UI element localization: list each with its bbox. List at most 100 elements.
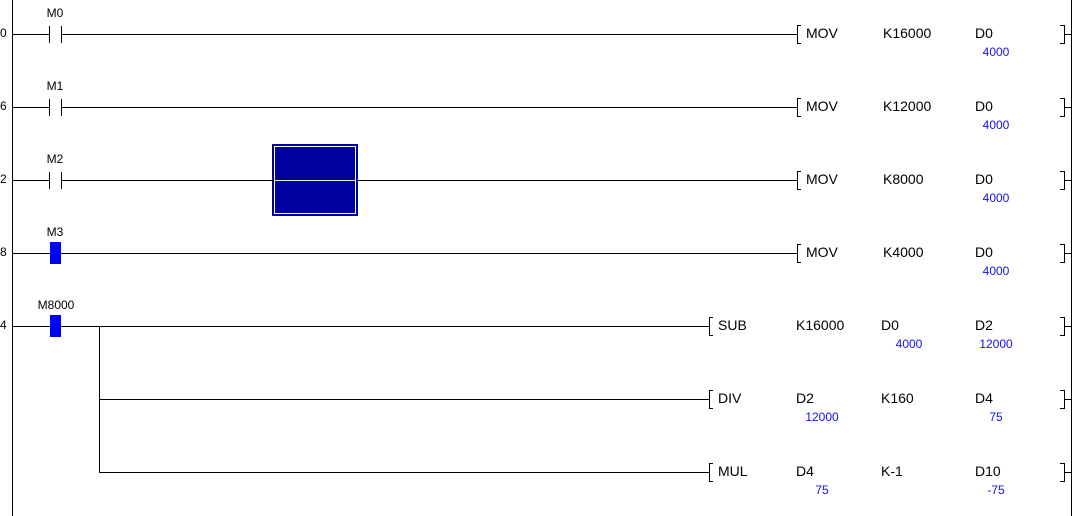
branch-line [99,472,709,473]
rail-stub [1064,34,1071,35]
instruction-mnemonic[interactable]: MOV [806,171,838,187]
bracket-tick [1060,481,1064,482]
contact-label: M0 [46,6,64,20]
instruction-operand: K8000 [883,171,924,187]
instruction-operand: D0 [975,244,993,260]
rung-line [61,180,797,181]
rung-line-left [12,253,50,254]
instruction-operand: K-1 [881,463,903,479]
bracket-tick [709,481,713,482]
step-number: 8 [0,245,7,259]
bracket-tick [797,98,801,99]
bracket-tick [1060,43,1064,44]
monitor-value: 4000 [982,264,1010,278]
rung-line [61,326,709,327]
instruction-operand: D2 [975,317,993,333]
monitor-value: -75 [987,483,1005,497]
bracket-tick [797,189,801,190]
instruction-mnemonic[interactable]: MOV [806,244,838,260]
rail-stub [1064,326,1071,327]
instruction-operand: D4 [975,390,993,406]
bracket-tick [709,317,713,318]
contact-label: M1 [46,79,64,93]
instruction-mnemonic[interactable]: MOV [806,25,838,41]
instruction-bracket-left [709,317,710,336]
instruction-mnemonic[interactable]: MOV [806,98,838,114]
contact-label: M3 [46,225,64,239]
step-number: 4 [0,318,7,332]
monitor-value: 12000 [979,337,1013,351]
bracket-tick [797,171,801,172]
bracket-tick [1060,262,1064,263]
edit-cursor[interactable] [272,144,358,216]
branch-vertical [99,326,100,473]
monitor-value: 12000 [805,410,839,424]
bracket-tick [1060,463,1064,464]
bracket-tick [709,335,713,336]
bracket-tick [1060,189,1064,190]
bracket-tick [1060,116,1064,117]
monitor-value: 4000 [895,337,923,351]
bracket-tick [797,262,801,263]
rail-stub [1064,472,1071,473]
bracket-tick [1060,171,1064,172]
instruction-operand: K12000 [883,98,932,114]
contact-on-icon[interactable] [50,242,61,264]
rail-stub [1064,399,1071,400]
instruction-operand: K4000 [883,244,924,260]
instruction-bracket-left [797,244,798,263]
bracket-tick [797,244,801,245]
rung-line [61,253,797,254]
rung-line-left [12,180,50,181]
instruction-operand: D0 [881,317,899,333]
rung-line [61,34,797,35]
bracket-tick [1060,98,1064,99]
rung-line [61,107,797,108]
instruction-operand: D0 [975,25,993,41]
bracket-tick [1060,25,1064,26]
rail-stub [1064,107,1071,108]
instruction-operand: D2 [796,390,814,406]
instruction-bracket-left [797,98,798,117]
monitor-value: 4000 [982,191,1010,205]
bracket-tick [1060,244,1064,245]
monitor-value: 75 [989,410,1003,424]
bracket-tick [1060,317,1064,318]
bracket-tick [797,43,801,44]
instruction-operand: D0 [975,171,993,187]
rung-line-left [12,107,50,108]
monitor-value: 75 [815,483,829,497]
bracket-tick [709,463,713,464]
bracket-tick [797,25,801,26]
rung-line-left [12,326,50,327]
instruction-bracket-left [797,25,798,44]
step-number: 2 [0,172,7,186]
instruction-mnemonic[interactable]: SUB [718,317,747,333]
step-number: 6 [0,99,7,113]
branch-line [99,399,709,400]
instruction-operand: D10 [975,463,1001,479]
instruction-operand: K16000 [796,317,845,333]
bracket-tick [1060,390,1064,391]
monitor-value: 4000 [982,45,1010,59]
contact-label: M2 [46,152,64,166]
bracket-tick [709,408,713,409]
instruction-operand: K16000 [883,25,932,41]
bracket-tick [1060,335,1064,336]
instruction-bracket-left [709,390,710,409]
left-power-rail [12,0,13,516]
step-number: 0 [0,26,7,40]
instruction-mnemonic[interactable]: MUL [718,463,748,479]
instruction-operand: K160 [881,390,914,406]
bracket-tick [709,390,713,391]
instruction-bracket-left [709,463,710,482]
instruction-operand: D0 [975,98,993,114]
contact-on-icon[interactable] [50,315,61,337]
bracket-tick [1060,408,1064,409]
rail-stub [1064,180,1071,181]
monitor-value: 4000 [982,118,1010,132]
instruction-mnemonic[interactable]: DIV [718,390,742,406]
rail-stub [1064,253,1071,254]
cursor-rung-line [274,180,356,181]
contact-label: M8000 [37,298,75,312]
